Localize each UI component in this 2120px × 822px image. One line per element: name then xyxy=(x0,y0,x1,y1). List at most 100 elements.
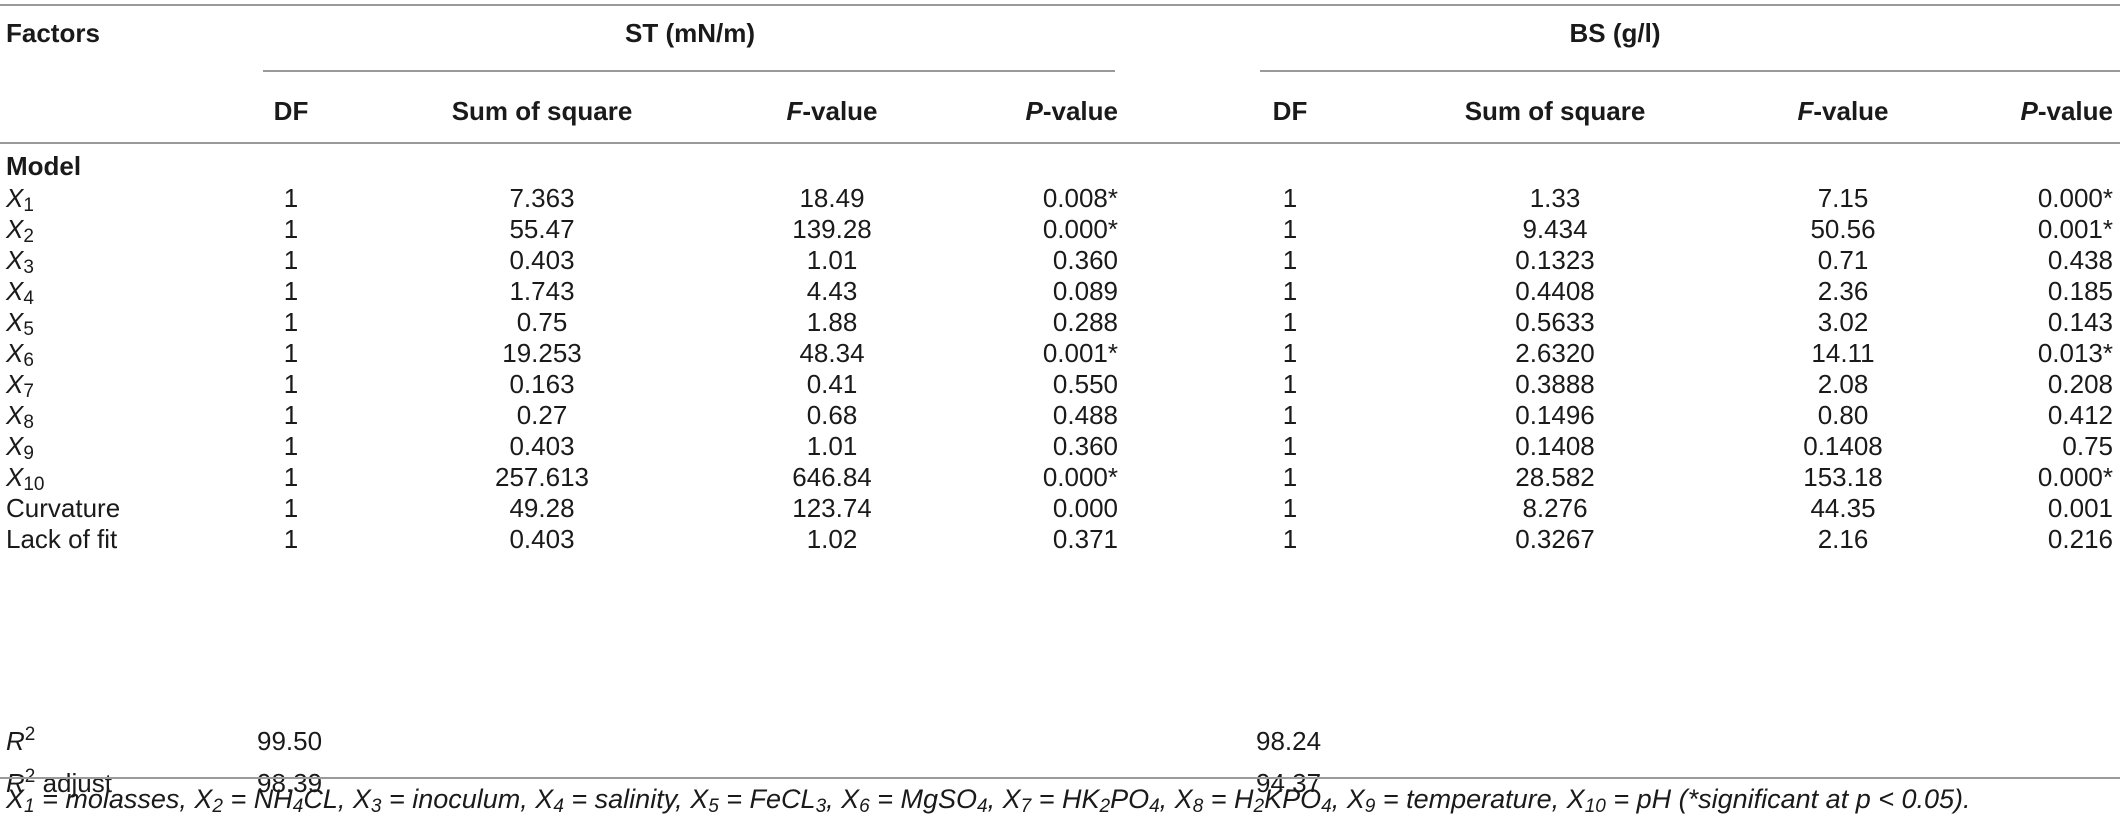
footnote-subscript: 4 xyxy=(977,796,988,817)
footnote-subscript: 2 xyxy=(1099,796,1111,817)
cell-st-f-value: 646.84 xyxy=(792,462,872,492)
cell-st-df: 1 xyxy=(283,276,299,306)
cell-bs-p-value: 0.208 xyxy=(2047,369,2113,399)
cell-bs-f-value: 50.56 xyxy=(1810,214,1876,244)
cell-st-sum-of-square: 1.743 xyxy=(509,276,575,306)
row-label: X5 xyxy=(6,307,34,340)
cell-bs-p-value: 0.412 xyxy=(2047,400,2113,430)
cell-st-f-value: 0.68 xyxy=(806,400,858,430)
footnote-text: CL, X xyxy=(303,784,371,814)
cell-st-p-value: 0.089 xyxy=(1052,276,1118,306)
header-bs-sum-of-square: Sum of square xyxy=(1464,96,1646,126)
cell-bs-df: 1 xyxy=(1282,307,1298,337)
section-label-model: Model xyxy=(6,151,82,181)
cell-st-sum-of-square: 55.47 xyxy=(509,214,575,244)
row-label: X10 xyxy=(6,462,45,495)
footnote-subscript: 1 xyxy=(24,796,35,817)
cell-st-sum-of-square: 0.75 xyxy=(516,307,568,337)
cell-bs-f-value: 44.35 xyxy=(1810,493,1876,523)
cell-bs-sum-of-square: 0.4408 xyxy=(1515,276,1595,306)
cell-bs-df: 1 xyxy=(1282,400,1298,430)
cell-st-df: 1 xyxy=(283,338,299,368)
cell-st-p-value: 0.550 xyxy=(1052,369,1118,399)
cell-bs-df: 1 xyxy=(1282,524,1298,554)
r2-st-value: 99.50 xyxy=(257,726,323,756)
footnote-subscript: 2 xyxy=(212,796,223,817)
cell-bs-f-value: 14.11 xyxy=(1811,338,1875,368)
header-bs-f-value: F-value xyxy=(1797,96,1889,126)
cell-st-f-value: 48.34 xyxy=(799,338,865,368)
r2-adjust-st-value: 98.39 xyxy=(257,768,323,798)
row-label: X9 xyxy=(6,431,34,464)
cell-st-sum-of-square: 0.403 xyxy=(509,524,575,554)
footnote-text: = HK xyxy=(1031,784,1100,814)
cell-bs-f-value: 153.18 xyxy=(1803,462,1883,492)
row-label: X1 xyxy=(6,183,34,216)
cell-st-f-value: 139.28 xyxy=(792,214,872,244)
cell-bs-df: 1 xyxy=(1282,276,1298,306)
cell-st-df: 1 xyxy=(283,183,299,213)
footnote-text: , X xyxy=(1159,784,1193,814)
footnote-subscript: 10 xyxy=(1584,796,1606,817)
cell-bs-sum-of-square: 2.6320 xyxy=(1515,338,1595,368)
cell-bs-p-value: 0.013* xyxy=(2037,338,2113,368)
footnote-text: = MgSO xyxy=(869,784,978,814)
cell-bs-p-value: 0.75 xyxy=(2062,431,2113,461)
cell-bs-p-value: 0.001 xyxy=(2047,493,2113,523)
footnote-text: , X xyxy=(1331,784,1365,814)
cell-bs-sum-of-square: 28.582 xyxy=(1515,462,1595,492)
footnote-text: , X xyxy=(987,784,1021,814)
cell-st-sum-of-square: 0.27 xyxy=(516,400,568,430)
cell-st-f-value: 4.43 xyxy=(806,276,858,306)
cell-st-p-value: 0.288 xyxy=(1052,307,1118,337)
cell-bs-f-value: 0.71 xyxy=(1817,245,1869,275)
footnote-text: PO xyxy=(1110,784,1150,814)
cell-bs-df: 1 xyxy=(1282,183,1298,213)
cell-bs-sum-of-square: 0.5633 xyxy=(1515,307,1595,337)
cell-st-p-value: 0.000 xyxy=(1052,493,1118,523)
cell-st-sum-of-square: 49.28 xyxy=(509,493,575,523)
footnote-subscript: 4 xyxy=(1321,796,1332,817)
footnote-text: = pH (*significant at p < 0.05). xyxy=(1605,784,1971,814)
cell-st-p-value: 0.008* xyxy=(1042,183,1118,213)
cell-st-sum-of-square: 257.613 xyxy=(495,462,589,492)
table-bottom-rule xyxy=(0,777,2120,779)
header-st-df: DF xyxy=(273,96,309,126)
cell-st-df: 1 xyxy=(283,369,299,399)
cell-st-df: 1 xyxy=(283,214,299,244)
table-footnote: X1 = molasses, X2 = NH4CL, X3 = inoculum… xyxy=(6,783,1971,817)
footnote-subscript: 7 xyxy=(1020,796,1032,817)
header-bottom-rule xyxy=(0,142,2120,144)
r2-adjust-label: R2 adjust xyxy=(6,767,112,798)
table-top-rule xyxy=(0,4,2120,6)
header-st-p-value: P-value xyxy=(1025,96,1119,126)
cell-bs-f-value: 3.02 xyxy=(1817,307,1869,337)
cell-st-f-value: 123.74 xyxy=(792,493,872,523)
cell-st-df: 1 xyxy=(283,400,299,430)
cell-bs-sum-of-square: 0.3267 xyxy=(1515,524,1595,554)
cell-st-df: 1 xyxy=(283,462,299,492)
cell-bs-sum-of-square: 0.3888 xyxy=(1515,369,1595,399)
group-bs-rule xyxy=(1260,70,2120,72)
cell-st-df: 1 xyxy=(283,307,299,337)
footnote-text: = NH xyxy=(223,784,293,814)
cell-bs-f-value: 0.1408 xyxy=(1803,431,1883,461)
cell-bs-sum-of-square: 0.1496 xyxy=(1515,400,1595,430)
cell-bs-p-value: 0.185 xyxy=(2047,276,2113,306)
cell-bs-df: 1 xyxy=(1282,431,1298,461)
cell-bs-p-value: 0.216 xyxy=(2047,524,2113,554)
cell-st-f-value: 1.01 xyxy=(806,245,858,275)
header-bs-df: DF xyxy=(1272,96,1308,126)
cell-bs-p-value: 0.143 xyxy=(2047,307,2113,337)
cell-st-p-value: 0.360 xyxy=(1052,245,1118,275)
cell-bs-df: 1 xyxy=(1282,245,1298,275)
footnote-subscript: 3 xyxy=(370,796,382,817)
cell-st-p-value: 0.371 xyxy=(1052,524,1118,554)
footnote-text: , X xyxy=(826,784,860,814)
cell-bs-df: 1 xyxy=(1282,369,1298,399)
r2-adjust-bs-value: 94.37 xyxy=(1256,768,1322,798)
cell-bs-sum-of-square: 0.1323 xyxy=(1515,245,1595,275)
header-bs-p-value: P-value xyxy=(2020,96,2114,126)
cell-st-p-value: 0.001* xyxy=(1042,338,1118,368)
footnote-text: X xyxy=(6,784,25,814)
